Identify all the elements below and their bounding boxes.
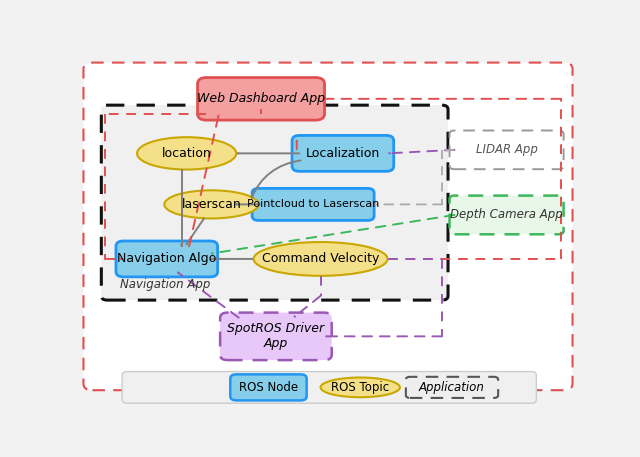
Text: Pointcloud to Laserscan: Pointcloud to Laserscan [247, 199, 380, 209]
Text: ROS Topic: ROS Topic [331, 381, 389, 394]
Text: Web Dashboard App: Web Dashboard App [197, 92, 325, 105]
Text: Legend: Legend [141, 381, 193, 394]
Text: Depth Camera App: Depth Camera App [450, 208, 563, 222]
FancyBboxPatch shape [292, 135, 394, 171]
Text: Localization: Localization [306, 147, 380, 160]
Ellipse shape [137, 137, 236, 170]
Ellipse shape [321, 377, 400, 397]
FancyBboxPatch shape [220, 313, 332, 360]
Text: LIDAR App: LIDAR App [476, 143, 538, 156]
Text: Navigation App: Navigation App [120, 278, 210, 291]
FancyBboxPatch shape [101, 105, 448, 300]
FancyBboxPatch shape [122, 372, 536, 403]
Text: Command Velocity: Command Velocity [262, 252, 380, 266]
FancyBboxPatch shape [406, 377, 498, 398]
Ellipse shape [164, 190, 259, 218]
Text: Navigation Algo: Navigation Algo [117, 252, 216, 266]
Text: SpotROS Driver
App: SpotROS Driver App [227, 322, 324, 351]
FancyBboxPatch shape [252, 188, 374, 220]
Text: laserscan: laserscan [182, 198, 241, 211]
Text: Application: Application [419, 381, 485, 394]
Text: location: location [162, 147, 211, 160]
FancyBboxPatch shape [116, 241, 218, 277]
FancyBboxPatch shape [230, 374, 307, 400]
FancyBboxPatch shape [83, 63, 573, 390]
Ellipse shape [253, 242, 388, 276]
FancyBboxPatch shape [449, 131, 564, 169]
FancyBboxPatch shape [198, 78, 324, 120]
Text: ROS Node: ROS Node [239, 381, 298, 394]
FancyBboxPatch shape [449, 196, 564, 234]
